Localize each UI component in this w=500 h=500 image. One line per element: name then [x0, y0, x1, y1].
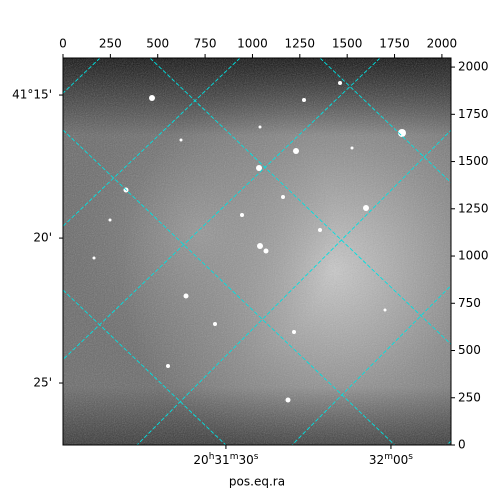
x-tick-label: 1500	[332, 37, 363, 51]
y-tick-label: 1500	[458, 154, 489, 168]
ra-tick-label: 20h31m30s	[193, 452, 258, 467]
y-tick-label: 1250	[458, 201, 489, 215]
y-tick-label: 0	[458, 438, 466, 452]
ra-tick-label: 32m00s	[369, 452, 413, 467]
dec-tick-label: 41°15'	[12, 88, 52, 102]
x-tick-label: 500	[146, 37, 169, 51]
x-tick-label: 0	[59, 37, 67, 51]
x-tick-label: 2000	[427, 37, 458, 51]
dec-tick-label: 20'	[33, 231, 52, 245]
dec-tick-label: 25'	[33, 376, 52, 390]
x-axis-label: pos.eq.ra	[229, 475, 285, 489]
world-grid	[63, 58, 451, 445]
y-tick-label: 1000	[458, 249, 489, 263]
x-tick-label: 1000	[237, 37, 268, 51]
x-tick-label: 1750	[379, 37, 410, 51]
y-tick-label: 750	[458, 296, 481, 310]
y-tick-label: 250	[458, 390, 481, 404]
sky-image	[63, 58, 451, 445]
x-tick-label: 250	[99, 37, 122, 51]
x-tick-label: 1250	[285, 37, 316, 51]
y-tick-label: 500	[458, 343, 481, 357]
y-tick-label: 2000	[458, 60, 489, 74]
x-tick-label: 750	[194, 37, 217, 51]
y-tick-label: 1750	[458, 107, 489, 121]
axes-frame	[62, 57, 452, 446]
